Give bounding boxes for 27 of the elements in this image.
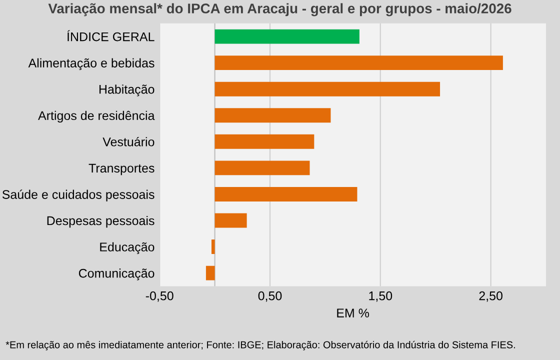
y-tick-label: Despesas pessoais: [47, 216, 154, 228]
bar: [214, 108, 331, 123]
y-tick-label: Saúde e cuidados pessoais: [2, 190, 154, 202]
text: *Em relação ao mês imediatamente anterior; Fonte: IBGE; Elaboração: Observatório da Indústria do Sistema FIES.: [6, 340, 515, 350]
x-tick-label: 2,50: [479, 291, 502, 302]
x-tick-label: 1,50: [369, 291, 392, 302]
x-axis-title: EM %: [337, 308, 370, 318]
bar: [211, 240, 215, 254]
y-tick-label: Comunicação: [78, 268, 154, 280]
y-tick-label: Alimentação e bebidas: [28, 58, 154, 70]
x-tick-label: -0,50: [146, 291, 174, 302]
bar: [214, 29, 360, 44]
y-tick-label: Habitação: [99, 84, 154, 96]
y-tick-label: Transportes: [88, 164, 154, 176]
y-tick-label: Educação: [100, 242, 154, 254]
y-tick-label: ÍNDICE GERAL: [67, 30, 154, 42]
x-tick-label: 0,50: [258, 291, 282, 302]
y-tick-label: Artigos de residência: [38, 110, 155, 123]
chart-title: Variação mensal* do IPCA em Aracaju - geral e por grupos - maio/2026: [48, 3, 512, 16]
bar: [214, 134, 314, 149]
bar: [206, 266, 215, 280]
bar: [214, 56, 503, 70]
bar: [214, 82, 440, 96]
y-tick-label: Vestuário: [102, 136, 154, 146]
bar: [214, 213, 247, 228]
bar: [214, 186, 358, 202]
bar: [214, 160, 310, 176]
